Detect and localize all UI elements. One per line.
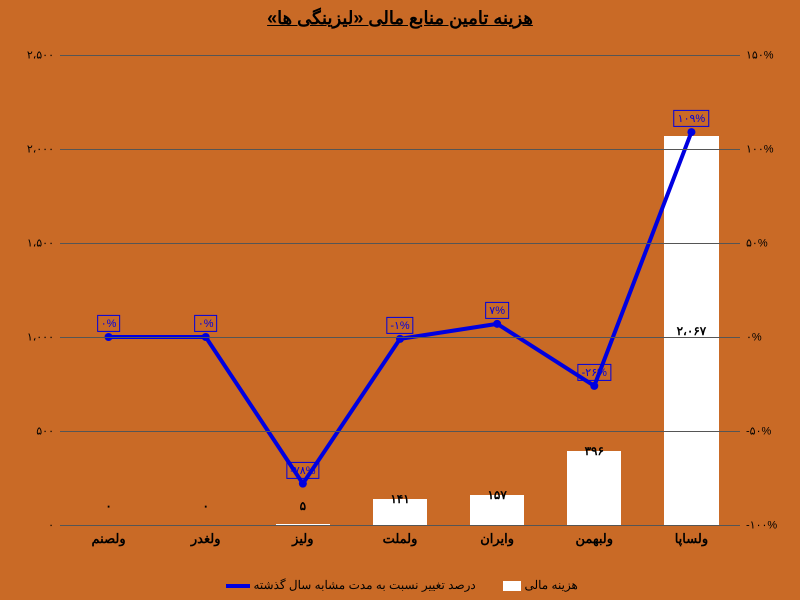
legend-line: درصد تغییر نسبت به مدت مشابه سال گذشته: [222, 578, 476, 592]
y-left-tick: ۱،۵۰۰: [12, 237, 54, 250]
category-label: ولصنم: [60, 525, 157, 547]
y-left-tick: ۲،۰۰۰: [12, 143, 54, 156]
line-point: [687, 128, 695, 136]
y-left-tick: ۲،۵۰۰: [12, 49, 54, 62]
category-label: ولملت: [351, 525, 448, 547]
y-right-tick: ۰%: [746, 331, 788, 344]
plot-area: ۲،۰۶۷ولساپا۳۹۶ولبهمن۱۵۷وایران۱۴۱ولملت۵ول…: [60, 55, 740, 525]
y-right-tick: -۵۰%: [746, 425, 788, 438]
line-point: [299, 480, 307, 488]
grid-line: [60, 243, 740, 244]
grid-line: [60, 525, 740, 526]
legend-bar-label: هزینه مالی: [524, 578, 577, 592]
y-left-tick: ۵۰۰: [12, 425, 54, 438]
legend-bar: هزینه مالی: [499, 578, 578, 592]
grid-line: [60, 149, 740, 150]
line-layer: [60, 55, 740, 525]
legend-bar-swatch: [503, 581, 521, 591]
pct-label: ۷%: [485, 302, 509, 319]
category-label: ولبهمن: [546, 525, 643, 547]
pct-label: ۰%: [97, 315, 121, 332]
legend-line-swatch: [226, 584, 250, 588]
y-right-tick: -۱۰۰%: [746, 519, 788, 532]
category-label: ولیز: [254, 525, 351, 547]
grid-line: [60, 431, 740, 432]
grid-line: [60, 337, 740, 338]
y-right-tick: ۱۵۰%: [746, 49, 788, 62]
category-label: ولغدر: [157, 525, 254, 547]
y-right-tick: ۱۰۰%: [746, 143, 788, 156]
line-point: [590, 382, 598, 390]
legend: هزینه مالی درصد تغییر نسبت به مدت مشابه …: [0, 577, 800, 592]
pct-label: -۲۶%: [578, 364, 611, 381]
y-left-tick: ۱،۰۰۰: [12, 331, 54, 344]
line-point: [493, 320, 501, 328]
category-label: ولساپا: [643, 525, 740, 547]
y-right-tick: ۵۰%: [746, 237, 788, 250]
pct-label: -۷۸%: [286, 462, 319, 479]
category-label: وایران: [449, 525, 546, 547]
y-left-tick: ۰: [12, 519, 54, 532]
chart-container: هزینه تامین منابع مالی «لیزینگی ها» ۲،۰۶…: [0, 0, 800, 600]
legend-line-label: درصد تغییر نسبت به مدت مشابه سال گذشته: [253, 578, 475, 592]
pct-label: -۱%: [386, 317, 413, 334]
grid-line: [60, 55, 740, 56]
pct-label: ۱۰۹%: [674, 110, 710, 127]
pct-label: ۰%: [194, 315, 218, 332]
chart-title: هزینه تامین منابع مالی «لیزینگی ها»: [0, 0, 800, 29]
